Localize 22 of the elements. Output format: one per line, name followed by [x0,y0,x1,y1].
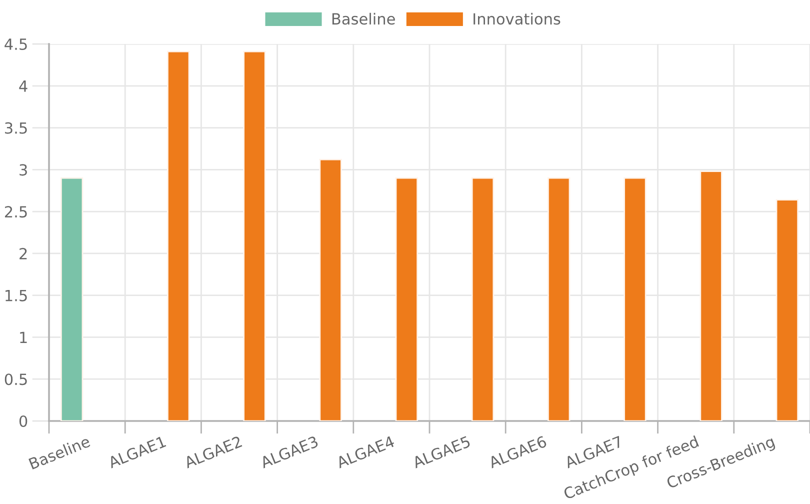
legend-label: Baseline [332,12,395,25]
y-tick-label: 4.5 [4,38,27,50]
bar [776,199,799,421]
bar [60,177,84,421]
y-tick-label: 0.5 [4,374,27,386]
bar [319,158,342,421]
bar [624,177,646,421]
y-tick-label: 1 [20,332,27,344]
y-tick-label: 3 [20,164,27,176]
bar [395,177,418,421]
bar [700,170,722,421]
bar [167,50,190,421]
y-tick-label: 2.5 [4,206,27,218]
y-tick-label: 0 [19,415,28,428]
bar [471,177,494,421]
bar [548,177,570,421]
legend-label: Innovations [474,12,560,25]
y-tick-label: 2 [20,248,27,260]
y-tick-label: 4 [19,80,28,92]
y-tick-label: 3.5 [5,122,27,134]
y-tick-label: 1.5 [6,290,27,302]
bar [243,50,266,421]
